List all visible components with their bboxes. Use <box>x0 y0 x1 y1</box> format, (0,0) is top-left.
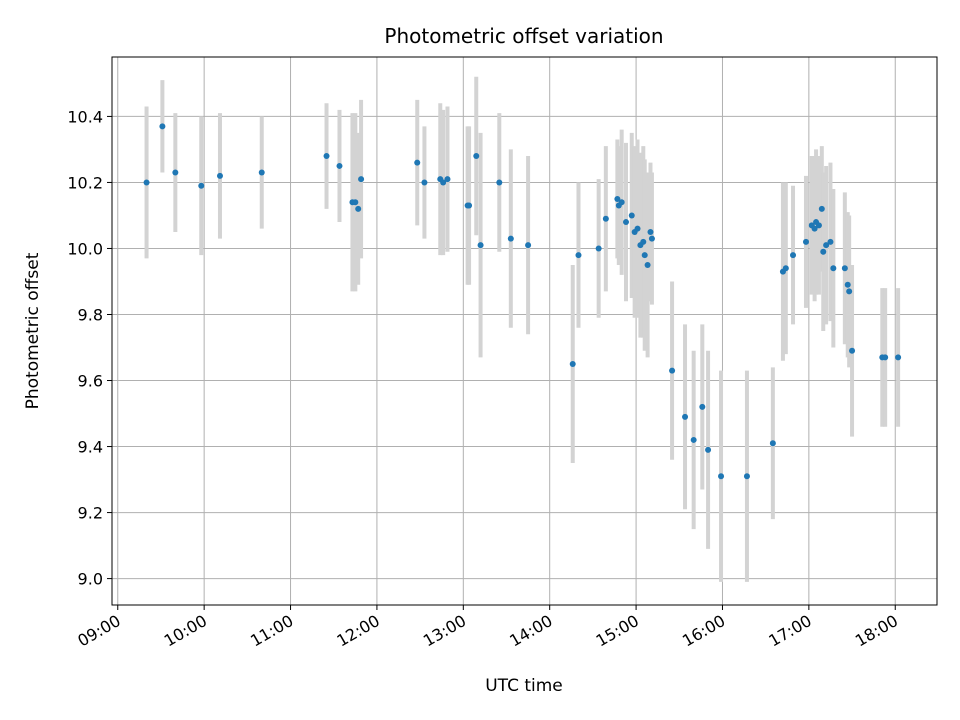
data-point <box>718 473 725 480</box>
y-tick-label: 9.2 <box>78 504 103 523</box>
data-point <box>444 176 451 183</box>
grid <box>112 57 937 605</box>
data-point <box>440 179 447 186</box>
data-point <box>569 361 576 368</box>
data-point <box>159 123 166 130</box>
data-point <box>846 288 853 295</box>
y-tick-label: 10.2 <box>67 173 103 192</box>
data-point <box>336 162 343 169</box>
data-point <box>818 205 825 212</box>
data-point <box>830 265 837 272</box>
data-point <box>198 182 205 189</box>
data-point <box>473 153 480 160</box>
data-point <box>802 238 809 245</box>
data-point <box>640 238 647 245</box>
x-axis-title: UTC time <box>485 676 563 696</box>
data-point <box>699 403 706 410</box>
data-point <box>623 219 630 226</box>
data-point <box>844 281 851 288</box>
data-point <box>823 242 830 249</box>
data-points <box>143 123 902 480</box>
data-point <box>258 169 265 176</box>
data-point <box>352 199 359 206</box>
data-point <box>743 473 750 480</box>
y-tick-label: 9.6 <box>78 372 103 391</box>
data-point <box>595 245 602 252</box>
data-point <box>477 242 484 249</box>
data-point <box>628 212 635 219</box>
data-point <box>358 176 365 183</box>
data-point <box>895 354 902 361</box>
data-point <box>644 261 651 268</box>
data-point <box>143 179 150 186</box>
data-point <box>323 153 330 160</box>
data-point <box>882 354 889 361</box>
data-point <box>815 222 822 229</box>
data-point <box>790 252 797 259</box>
data-point <box>641 252 648 259</box>
data-point <box>682 413 689 420</box>
y-axis-title: Photometric offset <box>23 252 43 409</box>
data-point <box>496 179 503 186</box>
data-point <box>827 238 834 245</box>
data-point <box>648 235 655 242</box>
data-point <box>466 202 473 209</box>
data-point <box>782 265 789 272</box>
data-point <box>690 436 697 443</box>
data-point <box>575 252 582 259</box>
data-point <box>705 446 712 453</box>
data-point <box>414 159 421 166</box>
y-tick-label: 9.4 <box>78 438 103 457</box>
data-point <box>216 172 223 179</box>
y-tick-label: 9.8 <box>78 305 103 324</box>
data-point <box>647 228 654 235</box>
data-point <box>669 367 676 374</box>
data-point <box>769 440 776 447</box>
y-tick-label: 10.0 <box>67 239 103 258</box>
data-point <box>841 265 848 272</box>
data-point <box>602 215 609 222</box>
data-point <box>849 347 856 354</box>
data-point <box>525 242 532 249</box>
data-point <box>618 199 625 206</box>
data-point <box>820 248 827 255</box>
y-tick-label: 10.4 <box>67 107 103 126</box>
data-point <box>507 235 514 242</box>
plot-frame <box>111 56 938 606</box>
data-point <box>634 225 641 232</box>
data-point <box>172 169 179 176</box>
data-point <box>811 225 818 232</box>
chart-title: Photometric offset variation <box>384 24 663 48</box>
y-tick-label: 9.0 <box>78 570 103 589</box>
data-point <box>421 179 428 186</box>
data-point <box>355 205 362 212</box>
data-point <box>614 195 621 202</box>
